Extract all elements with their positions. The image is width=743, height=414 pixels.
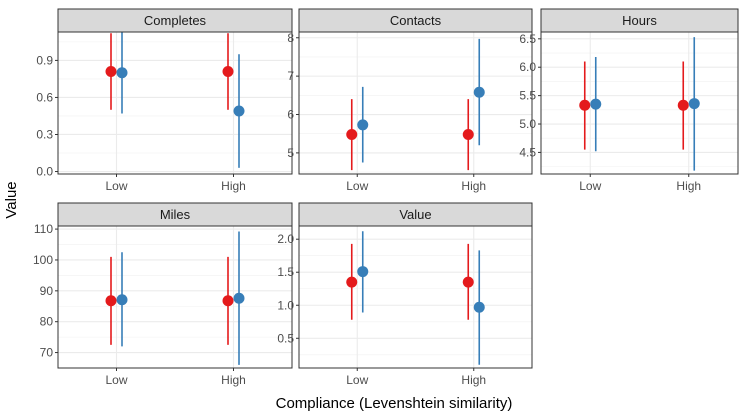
y-tick-label: 7	[287, 69, 294, 83]
panels-layer: Completes 0.0 0.3 0.6 0.9 Low High Contacts 5 6 7 8…	[33, 8, 739, 387]
y-tick-label: 70	[40, 346, 54, 360]
x-tick-label: High	[221, 373, 246, 387]
x-tick-label: High	[461, 179, 486, 193]
y-tick-label: 0.5	[277, 331, 294, 345]
y-tick-label: 6	[287, 108, 294, 122]
y-tick-label: 1.5	[277, 265, 294, 279]
panel-hours: Hours 4.5 5.0 5.5 6.0 6.5 Low High	[519, 8, 739, 193]
panel-title: Completes	[144, 13, 207, 28]
panel-completes: Completes 0.0 0.3 0.6 0.9 Low High	[36, 8, 293, 193]
data-point	[677, 99, 689, 111]
data-point	[346, 276, 358, 288]
y-tick-label: 6.5	[519, 32, 536, 46]
data-point	[357, 266, 369, 278]
y-tick-label: 2.0	[277, 232, 294, 246]
data-point	[473, 301, 485, 313]
data-point	[233, 292, 245, 304]
data-point	[473, 86, 485, 98]
y-tick-label: 0.9	[36, 53, 53, 67]
y-tick-label: 5.0	[519, 117, 536, 131]
data-point	[222, 66, 234, 78]
y-tick-label: 8	[287, 31, 294, 45]
panel-border	[298, 31, 533, 175]
data-point	[222, 295, 234, 307]
data-point	[116, 294, 128, 306]
x-tick-label: Low	[579, 179, 601, 193]
data-point	[579, 99, 591, 111]
y-tick-label: 5.5	[519, 89, 536, 103]
data-point	[462, 276, 474, 288]
x-tick-label: Low	[346, 179, 368, 193]
data-point	[688, 98, 700, 110]
panel-title: Contacts	[390, 13, 442, 28]
data-point	[357, 119, 369, 131]
y-tick-label: 1.0	[277, 298, 294, 312]
data-point	[462, 128, 474, 140]
data-point	[346, 128, 358, 140]
panel-title: Value	[399, 207, 431, 222]
panel-miles: Miles 70 80 90 100 110 Low High	[33, 202, 293, 387]
y-tick-label: 0.6	[36, 90, 53, 104]
panel-title: Hours	[622, 13, 657, 28]
y-tick-label: 0.0	[36, 165, 53, 179]
y-tick-label: 100	[33, 253, 53, 267]
y-tick-label: 90	[40, 284, 54, 298]
y-tick-label: 80	[40, 315, 54, 329]
y-axis-title: Value	[3, 181, 20, 218]
data-point	[105, 295, 117, 307]
panel-border	[57, 31, 293, 175]
y-tick-label: 5	[287, 146, 294, 160]
y-tick-label: 4.5	[519, 145, 536, 159]
panel-title: Miles	[160, 207, 191, 222]
panel-contacts: Contacts 5 6 7 8 Low High	[287, 8, 533, 193]
x-tick-label: Low	[346, 373, 368, 387]
x-tick-label: Low	[105, 373, 127, 387]
panel-border	[298, 225, 533, 369]
x-tick-label: High	[461, 373, 486, 387]
data-point	[105, 66, 117, 78]
data-point	[116, 67, 128, 79]
panel-border	[57, 225, 293, 369]
x-tick-label: High	[221, 179, 246, 193]
y-tick-label: 0.3	[36, 127, 53, 141]
y-tick-label: 6.0	[519, 60, 536, 74]
data-point	[590, 98, 602, 110]
x-axis-title: Compliance (Levenshtein similarity)	[276, 395, 513, 412]
x-tick-label: High	[676, 179, 701, 193]
panel-border	[540, 31, 739, 175]
x-tick-label: Low	[105, 179, 127, 193]
y-tick-label: 110	[34, 222, 53, 236]
data-point	[233, 105, 245, 117]
panel-value: Value 0.5 1.0 1.5 2.0 Low High	[277, 202, 533, 387]
